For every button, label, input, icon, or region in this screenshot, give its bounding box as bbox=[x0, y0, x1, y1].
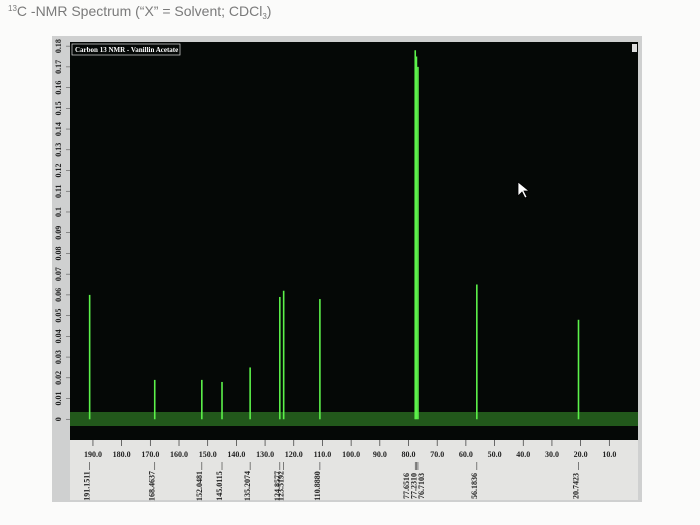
x-tick-label: 10.0 bbox=[602, 450, 616, 459]
x-tick-label: 30.0 bbox=[545, 450, 559, 459]
y-tick-label: 0.11 bbox=[54, 184, 63, 198]
peak-label: 123.5192 bbox=[277, 471, 286, 501]
chart-subtitle: Carbon 13 NMR - Vanillin Acetate bbox=[75, 46, 178, 54]
y-tick-label: 0.1 bbox=[54, 207, 63, 217]
x-tick-label: 100.0 bbox=[342, 450, 360, 459]
x-tick-label: 120.0 bbox=[285, 450, 303, 459]
page-title: 13C -NMR Spectrum (“X” = Solvent; CDCl3) bbox=[8, 3, 271, 21]
title-sup: 13 bbox=[8, 4, 17, 13]
baseline-noise bbox=[70, 412, 638, 426]
y-tick-label: 0.03 bbox=[54, 350, 63, 364]
y-tick-label: 0.07 bbox=[54, 267, 63, 281]
x-tick-label: 70.0 bbox=[430, 450, 444, 459]
y-tick-label: 0.12 bbox=[54, 164, 63, 178]
title-main: C -NMR Spectrum (“X” = Solvent; CDCl bbox=[17, 3, 262, 19]
y-tick-label: 0.18 bbox=[54, 39, 63, 53]
x-axis-panel bbox=[70, 440, 638, 500]
y-tick-label: 0.01 bbox=[54, 392, 63, 406]
title-sub: 3 bbox=[262, 12, 267, 21]
scroll-button[interactable] bbox=[632, 44, 637, 52]
y-tick-label: 0.04 bbox=[54, 329, 63, 343]
y-tick-label: 0 bbox=[54, 417, 63, 421]
peak-label: 77.6516 bbox=[402, 473, 411, 499]
x-tick-label: 130.0 bbox=[256, 450, 274, 459]
y-tick-label: 0.02 bbox=[54, 371, 63, 385]
x-tick-label: 180.0 bbox=[113, 450, 131, 459]
peak-label: 191.1511 bbox=[83, 471, 92, 501]
y-tick-label: 0.06 bbox=[54, 288, 63, 302]
x-tick-label: 190.0 bbox=[84, 450, 102, 459]
x-tick-label: 40.0 bbox=[516, 450, 530, 459]
x-tick-label: 20.0 bbox=[574, 450, 588, 459]
peak-label: 76.7103 bbox=[417, 473, 426, 499]
x-tick-label: 90.0 bbox=[373, 450, 387, 459]
x-tick-label: 50.0 bbox=[488, 450, 502, 459]
x-tick-label: 140.0 bbox=[227, 450, 245, 459]
peak-label: 145.0115 bbox=[215, 471, 224, 501]
peak-label: 152.0481 bbox=[195, 471, 204, 501]
peak-label: 124.8577 bbox=[273, 471, 282, 501]
y-tick-label: 0.15 bbox=[54, 101, 63, 115]
mouse-cursor bbox=[517, 181, 531, 199]
peak-label: 135.2074 bbox=[243, 471, 252, 501]
x-tick-label: 170.0 bbox=[141, 450, 159, 459]
peak-label: 77.2310 bbox=[409, 473, 418, 499]
y-tick-label: 0.05 bbox=[54, 309, 63, 323]
x-tick-label: 160.0 bbox=[170, 450, 188, 459]
x-tick-label: 80.0 bbox=[402, 450, 416, 459]
y-tick-label: 0.14 bbox=[54, 122, 63, 136]
peak-label: 56.1836 bbox=[470, 473, 479, 499]
subtitle-box bbox=[71, 43, 181, 56]
peak-label: 20.7423 bbox=[571, 473, 580, 499]
y-tick-label: 0.13 bbox=[54, 143, 63, 157]
peak-label: 110.8880 bbox=[313, 471, 322, 501]
plot: 0 0.01 0.02 0.03 0.04 0.05 0.06 0.07 0.08 0.09 0.1… bbox=[54, 39, 616, 501]
y-tick-label: 0.17 bbox=[54, 60, 63, 74]
x-tick-label: 110.0 bbox=[314, 450, 332, 459]
peak-label: 168.4637 bbox=[148, 471, 157, 501]
x-tick-label: 60.0 bbox=[459, 450, 473, 459]
y-tick-label: 0.09 bbox=[54, 226, 63, 240]
title-end: ) bbox=[267, 3, 272, 19]
y-tick-label: 0.16 bbox=[54, 81, 63, 95]
plot-area bbox=[70, 42, 638, 440]
x-tick-label: 150.0 bbox=[199, 450, 217, 459]
y-tick-label: 0.08 bbox=[54, 246, 63, 260]
